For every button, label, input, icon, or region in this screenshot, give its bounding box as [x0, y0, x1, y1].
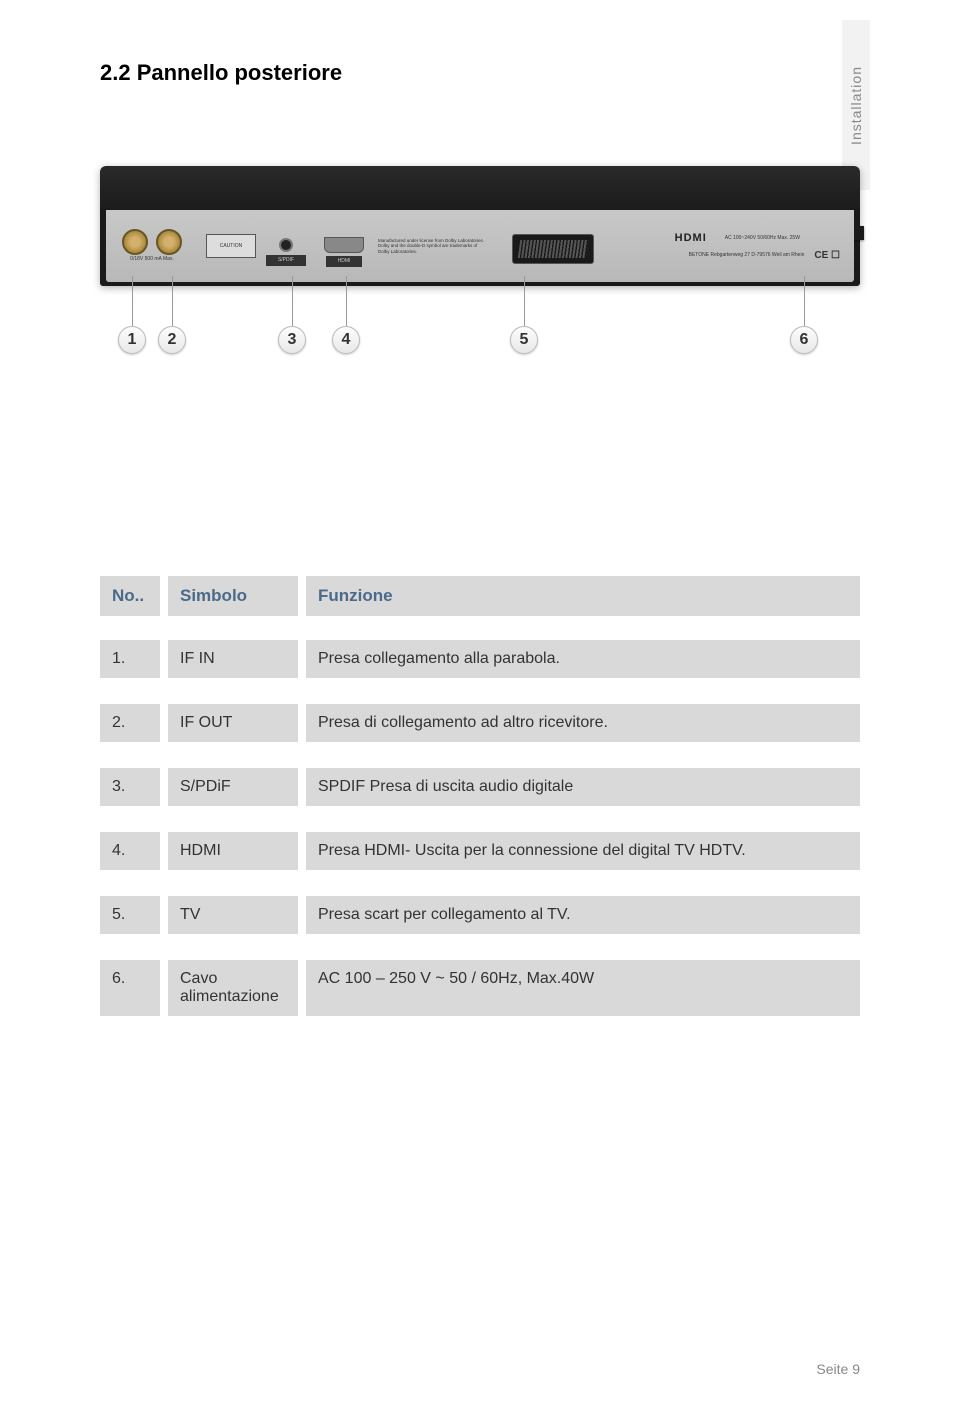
spdif-area: S/PDIF — [266, 226, 306, 266]
scart-pins — [518, 240, 589, 258]
table-row: 6.Cavo alimentazioneAC 100 – 250 V ~ 50 … — [100, 960, 860, 1016]
callout-line — [346, 276, 347, 326]
table-row: 1.IF INPresa collegamento alla parabola. — [100, 640, 860, 678]
td-no: 2. — [100, 704, 160, 742]
hdmi-port — [324, 237, 364, 253]
td-no: 1. — [100, 640, 160, 678]
page: 2.2 Pannello posteriore Installation 0/1… — [0, 0, 960, 1407]
callout-5: 5 — [510, 276, 538, 354]
power-info: AC 100~240V 50/60Hz Max. 25W — [725, 235, 800, 241]
callout-bubble: 5 — [510, 326, 538, 354]
caution-label: CAUTION — [206, 234, 256, 258]
side-tab-text: Installation — [848, 66, 864, 145]
callout-bubble: 3 — [278, 326, 306, 354]
device-area: 0/18V 500 mA Max. CAUTION S/PDIF HDMI Ma… — [100, 166, 860, 386]
td-function: Presa di collegamento ad altro ricevitor… — [306, 704, 860, 742]
callout-line — [804, 276, 805, 326]
hdmi-logo: HDMI — [675, 232, 707, 244]
td-symbol: Cavo alimentazione — [168, 960, 298, 1016]
th-function: Funzione — [306, 576, 860, 616]
table-row: 3.S/PDiFSPDIF Presa di uscita audio digi… — [100, 768, 860, 806]
td-no: 4. — [100, 832, 160, 870]
callout-bubble: 2 — [158, 326, 186, 354]
lnb-ports: 0/18V 500 mA Max. — [118, 229, 186, 263]
lnb-spec-label: 0/18V 500 mA Max. — [130, 257, 174, 263]
td-symbol: TV — [168, 896, 298, 934]
td-no: 5. — [100, 896, 160, 934]
betone-address: BETONE Rebgartenweg 27 D-79576 Weil am R… — [689, 252, 805, 258]
spdif-box-label: S/PDIF — [266, 255, 306, 266]
table-row: 2.IF OUTPresa di collegamento ad altro r… — [100, 704, 860, 742]
th-no: No.. — [100, 576, 160, 616]
section-title: 2.2 Pannello posteriore — [100, 60, 860, 86]
lnb-in-port — [122, 229, 148, 255]
td-symbol: S/PDiF — [168, 768, 298, 806]
callout-1: 1 — [118, 276, 146, 354]
td-function: Presa collegamento alla parabola. — [306, 640, 860, 678]
table-header-row: No.. Simbolo Funzione — [100, 576, 860, 616]
callout-bubble: 6 — [790, 326, 818, 354]
callouts: 123456 — [100, 286, 860, 406]
device-back-panel: 0/18V 500 mA Max. CAUTION S/PDIF HDMI Ma… — [106, 210, 854, 282]
td-symbol: HDMI — [168, 832, 298, 870]
right-info-strip: HDMI AC 100~240V 50/60Hz Max. 25W BETONE… — [645, 232, 840, 261]
callout-bubble: 1 — [118, 326, 146, 354]
lnb-out-port — [156, 229, 182, 255]
td-no: 3. — [100, 768, 160, 806]
callout-line — [292, 276, 293, 326]
table-row: 4.HDMIPresa HDMI- Uscita per la connessi… — [100, 832, 860, 870]
callout-bubble: 4 — [332, 326, 360, 354]
td-symbol: IF OUT — [168, 704, 298, 742]
device-body: 0/18V 500 mA Max. CAUTION S/PDIF HDMI Ma… — [100, 166, 860, 286]
td-function: Presa HDMI- Uscita per la connessione de… — [306, 832, 860, 870]
ce-mark: CE ☐ — [814, 250, 840, 261]
side-tab: Installation — [842, 20, 870, 190]
callout-2: 2 — [158, 276, 186, 354]
callout-line — [524, 276, 525, 326]
hdmi-area: HDMI — [324, 225, 364, 267]
td-symbol: IF IN — [168, 640, 298, 678]
hdmi-box-label: HDMI — [326, 256, 362, 267]
table-row: 5.TVPresa scart per collegamento al TV. — [100, 896, 860, 934]
spdif-jack — [279, 238, 293, 252]
callout-3: 3 — [278, 276, 306, 354]
callout-line — [132, 276, 133, 326]
td-function: AC 100 – 250 V ~ 50 / 60Hz, Max.40W — [306, 960, 860, 1016]
dolby-text: Manufactured under license from Dolby La… — [378, 238, 488, 254]
connector-table: No.. Simbolo Funzione 1.IF INPresa colle… — [100, 576, 860, 1016]
callout-line — [172, 276, 173, 326]
td-function: SPDIF Presa di uscita audio digitale — [306, 768, 860, 806]
td-no: 6. — [100, 960, 160, 1016]
td-function: Presa scart per collegamento al TV. — [306, 896, 860, 934]
table-body: 1.IF INPresa collegamento alla parabola.… — [100, 640, 860, 1016]
callout-6: 6 — [790, 276, 818, 354]
page-footer: Seite 9 — [816, 1361, 860, 1377]
th-symbol: Simbolo — [168, 576, 298, 616]
callout-4: 4 — [332, 276, 360, 354]
scart-port — [512, 234, 594, 264]
